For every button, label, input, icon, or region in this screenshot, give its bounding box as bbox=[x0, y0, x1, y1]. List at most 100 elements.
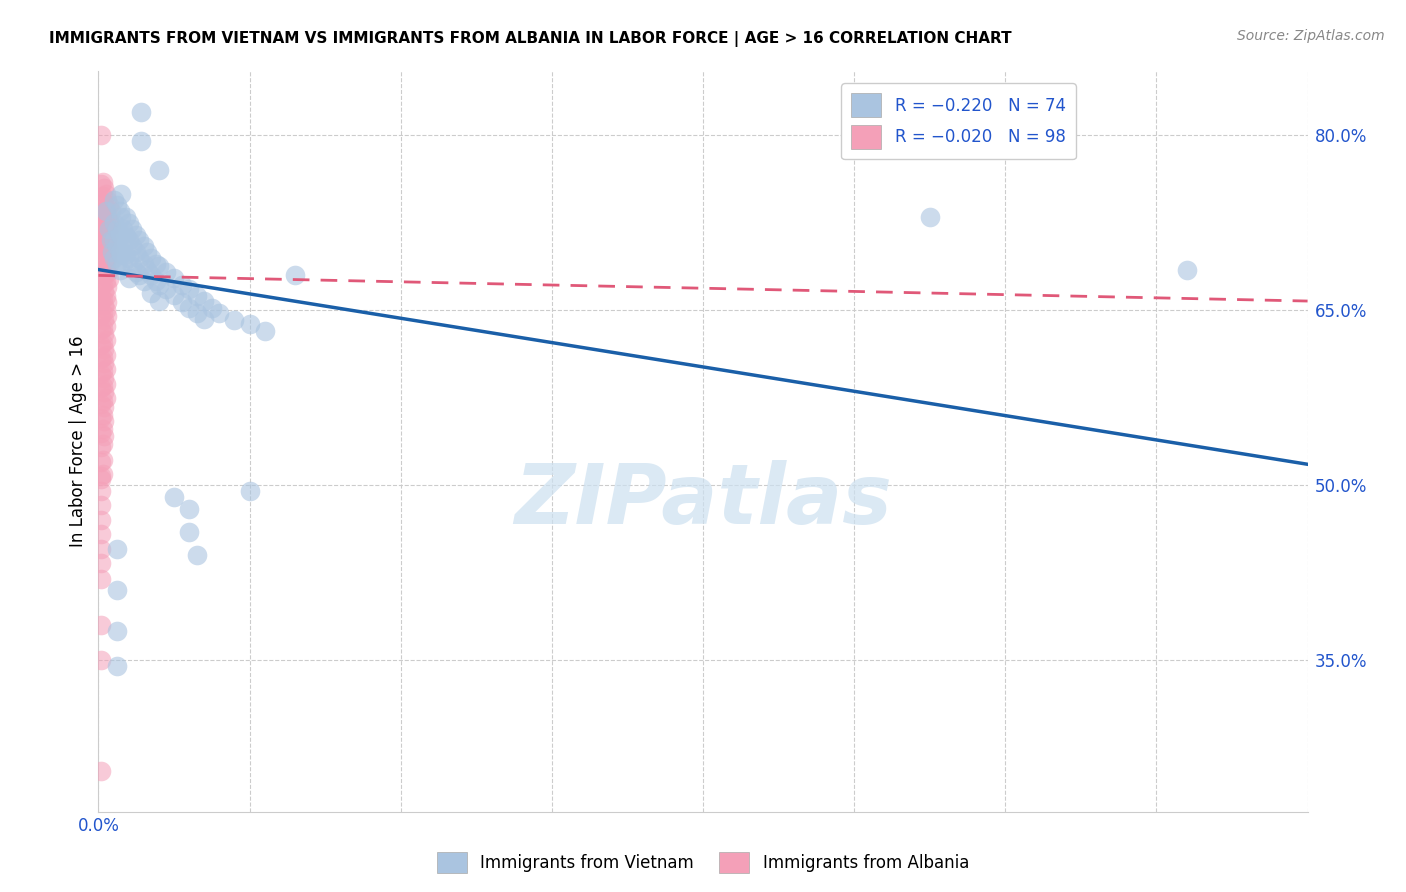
Point bbox=[148, 259, 170, 273]
Point bbox=[155, 282, 177, 296]
Point bbox=[125, 227, 148, 242]
Point bbox=[148, 277, 170, 292]
Point bbox=[93, 297, 115, 311]
Point bbox=[105, 542, 128, 557]
Point bbox=[90, 498, 112, 512]
Point bbox=[93, 196, 115, 211]
Point bbox=[132, 239, 155, 253]
Point bbox=[100, 234, 122, 248]
Point bbox=[100, 204, 122, 219]
Point bbox=[90, 368, 112, 382]
Point bbox=[94, 348, 117, 362]
Point bbox=[94, 318, 117, 333]
Point bbox=[170, 295, 193, 310]
Point bbox=[94, 260, 117, 275]
Point bbox=[108, 245, 131, 260]
Point bbox=[96, 309, 118, 323]
Point bbox=[179, 501, 201, 516]
Text: Source: ZipAtlas.com: Source: ZipAtlas.com bbox=[1237, 29, 1385, 43]
Point bbox=[96, 280, 118, 294]
Point bbox=[132, 257, 155, 271]
Point bbox=[103, 234, 125, 248]
Point bbox=[93, 342, 115, 356]
Point bbox=[118, 234, 141, 248]
Point bbox=[105, 198, 128, 212]
Point bbox=[118, 270, 141, 285]
Point bbox=[91, 277, 114, 292]
Point bbox=[118, 216, 141, 230]
Point bbox=[128, 251, 150, 265]
Point bbox=[91, 364, 114, 378]
Point bbox=[141, 285, 163, 300]
Point bbox=[114, 228, 136, 243]
Legend: R = −0.220   N = 74, R = −0.020   N = 98: R = −0.220 N = 74, R = −0.020 N = 98 bbox=[841, 83, 1076, 159]
Point bbox=[90, 455, 112, 469]
Point bbox=[90, 266, 112, 280]
Point bbox=[94, 231, 117, 245]
Point bbox=[141, 268, 163, 283]
Point bbox=[94, 204, 117, 219]
Point bbox=[90, 251, 112, 265]
Point bbox=[91, 292, 114, 306]
Point bbox=[98, 272, 121, 286]
Point bbox=[91, 204, 114, 219]
Point bbox=[155, 265, 177, 279]
Point bbox=[90, 513, 112, 527]
Point bbox=[103, 251, 125, 265]
Point bbox=[93, 181, 115, 195]
Point bbox=[91, 452, 114, 467]
Text: IMMIGRANTS FROM VIETNAM VS IMMIGRANTS FROM ALBANIA IN LABOR FORCE | AGE > 16 COR: IMMIGRANTS FROM VIETNAM VS IMMIGRANTS FR… bbox=[49, 31, 1012, 47]
Point bbox=[129, 134, 152, 148]
Point bbox=[90, 472, 112, 486]
Point bbox=[91, 336, 114, 351]
Point bbox=[91, 234, 114, 248]
Point bbox=[93, 414, 115, 428]
Point bbox=[93, 400, 115, 414]
Point bbox=[90, 440, 112, 454]
Point bbox=[114, 247, 136, 261]
Point bbox=[1175, 262, 1198, 277]
Point bbox=[90, 653, 112, 667]
Point bbox=[91, 219, 114, 234]
Point bbox=[91, 467, 114, 481]
Legend: Immigrants from Vietnam, Immigrants from Albania: Immigrants from Vietnam, Immigrants from… bbox=[430, 846, 976, 880]
Point bbox=[186, 548, 208, 562]
Point bbox=[179, 282, 201, 296]
Point bbox=[98, 221, 121, 235]
Point bbox=[239, 318, 262, 332]
Point bbox=[90, 280, 112, 294]
Point bbox=[114, 210, 136, 224]
Point bbox=[193, 311, 215, 326]
Point bbox=[94, 391, 117, 405]
Point bbox=[90, 323, 112, 337]
Point bbox=[163, 270, 186, 285]
Point bbox=[193, 293, 215, 308]
Point bbox=[90, 764, 112, 778]
Point bbox=[90, 557, 112, 571]
Point bbox=[108, 262, 131, 277]
Point bbox=[94, 274, 117, 288]
Point bbox=[91, 437, 114, 451]
Point bbox=[121, 239, 143, 253]
Point bbox=[90, 618, 112, 632]
Point bbox=[101, 245, 124, 260]
Point bbox=[111, 221, 134, 235]
Point bbox=[96, 295, 118, 310]
Point bbox=[96, 208, 118, 222]
Point bbox=[94, 361, 117, 376]
Point bbox=[110, 227, 132, 242]
Point bbox=[91, 189, 114, 203]
Point bbox=[91, 422, 114, 436]
Point bbox=[93, 371, 115, 385]
Point bbox=[96, 193, 118, 207]
Point bbox=[111, 239, 134, 253]
Point bbox=[91, 262, 114, 277]
Point bbox=[93, 210, 115, 224]
Point bbox=[94, 303, 117, 318]
Point bbox=[90, 338, 112, 352]
Point bbox=[94, 376, 117, 391]
Point bbox=[170, 277, 193, 292]
Point bbox=[125, 265, 148, 279]
Point bbox=[91, 175, 114, 189]
Point bbox=[208, 306, 231, 320]
